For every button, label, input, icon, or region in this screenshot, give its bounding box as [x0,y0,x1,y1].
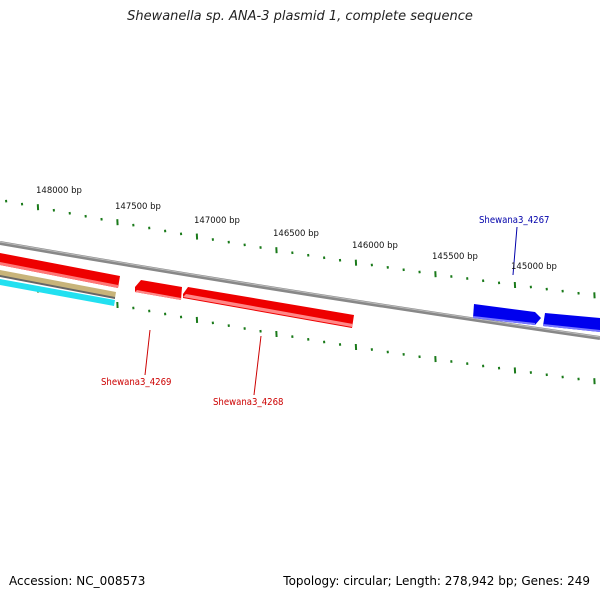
ruler-label: 148000 bp [36,186,82,196]
ruler-label: 145500 bp [432,252,478,262]
label-leader-shewana3-4269 [144,329,151,376]
gene-label-shewana3-4267[interactable]: Shewana3_4267 [479,215,549,226]
label-leader-shewana3-4268 [253,335,262,396]
ruler-label: 145000 bp [511,262,557,272]
gene-label-shewana3-4269[interactable]: Shewana3_4269 [101,377,171,388]
track-cyan-left [0,279,115,306]
track-red-left [0,253,120,288]
gene-label-shewana3-4268[interactable]: Shewana3_4268 [213,397,283,408]
outer-tick-ring [5,199,596,299]
gene-arrow-shewana3-4269[interactable] [135,280,182,300]
ruler-label: 147500 bp [115,202,161,212]
ruler-label: 146000 bp [352,241,398,251]
accession-text: Accession: NC_008573 [9,574,146,588]
track-gray-left [0,275,115,299]
label-leader-shewana3-4267 [512,226,518,276]
ruler-label: 147000 bp [194,216,240,226]
track-tan-left [0,270,116,298]
ruler-label: 146500 bp [273,229,319,239]
sequence-summary: Topology: circular; Length: 278,942 bp; … [283,574,590,588]
plasmid-backbone [0,241,600,340]
map-title: Shewanella sp. ANA-3 plasmid 1, complete… [127,9,473,24]
